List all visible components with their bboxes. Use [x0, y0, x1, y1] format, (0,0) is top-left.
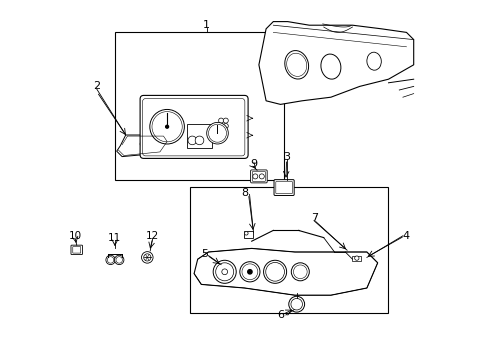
Polygon shape	[194, 248, 377, 295]
Circle shape	[165, 125, 168, 128]
Text: 11: 11	[108, 233, 122, 243]
Circle shape	[259, 174, 264, 179]
Text: 9: 9	[249, 159, 257, 169]
Circle shape	[223, 118, 228, 123]
Circle shape	[288, 296, 304, 312]
FancyBboxPatch shape	[73, 247, 81, 253]
Text: 4: 4	[402, 231, 409, 241]
Circle shape	[215, 263, 233, 281]
Ellipse shape	[286, 53, 306, 76]
Polygon shape	[258, 22, 413, 104]
Bar	[115, 32, 284, 180]
Bar	[244, 231, 253, 238]
FancyBboxPatch shape	[71, 245, 82, 255]
Circle shape	[208, 124, 226, 142]
Circle shape	[354, 256, 358, 260]
Bar	[186, 124, 212, 148]
Circle shape	[106, 255, 115, 265]
Circle shape	[206, 122, 228, 144]
FancyBboxPatch shape	[273, 180, 294, 195]
Text: 6: 6	[276, 310, 284, 320]
Circle shape	[291, 263, 309, 281]
Text: 2: 2	[93, 81, 100, 91]
Circle shape	[265, 262, 284, 281]
Circle shape	[222, 269, 227, 275]
FancyBboxPatch shape	[275, 181, 292, 194]
Circle shape	[218, 118, 223, 123]
Circle shape	[116, 257, 122, 263]
Bar	[190, 187, 387, 313]
Text: 5: 5	[201, 249, 208, 259]
Circle shape	[187, 136, 196, 145]
Circle shape	[290, 298, 302, 310]
Circle shape	[218, 123, 223, 129]
Circle shape	[149, 109, 184, 144]
Circle shape	[143, 254, 151, 261]
Text: 7: 7	[310, 213, 318, 223]
Circle shape	[252, 174, 257, 179]
Circle shape	[195, 136, 203, 145]
Circle shape	[213, 260, 236, 283]
Circle shape	[293, 265, 306, 279]
Circle shape	[244, 231, 247, 235]
FancyBboxPatch shape	[252, 171, 265, 181]
Circle shape	[148, 141, 153, 147]
Circle shape	[107, 257, 114, 263]
Polygon shape	[117, 135, 170, 157]
FancyBboxPatch shape	[140, 95, 247, 158]
Circle shape	[247, 270, 251, 274]
Text: 1: 1	[203, 20, 210, 30]
Circle shape	[140, 140, 147, 148]
Circle shape	[223, 123, 228, 129]
FancyBboxPatch shape	[142, 99, 244, 156]
Text: 10: 10	[69, 231, 81, 241]
Circle shape	[242, 264, 257, 280]
Ellipse shape	[366, 52, 381, 70]
Circle shape	[239, 262, 260, 282]
FancyBboxPatch shape	[250, 170, 266, 183]
Circle shape	[152, 112, 182, 142]
Circle shape	[114, 255, 123, 265]
Text: 8: 8	[241, 188, 247, 198]
Circle shape	[141, 252, 153, 263]
Ellipse shape	[284, 50, 308, 79]
Text: 12: 12	[146, 231, 159, 241]
Circle shape	[263, 260, 286, 283]
Bar	[352, 256, 361, 261]
Ellipse shape	[320, 54, 340, 79]
Text: 3: 3	[283, 152, 289, 162]
